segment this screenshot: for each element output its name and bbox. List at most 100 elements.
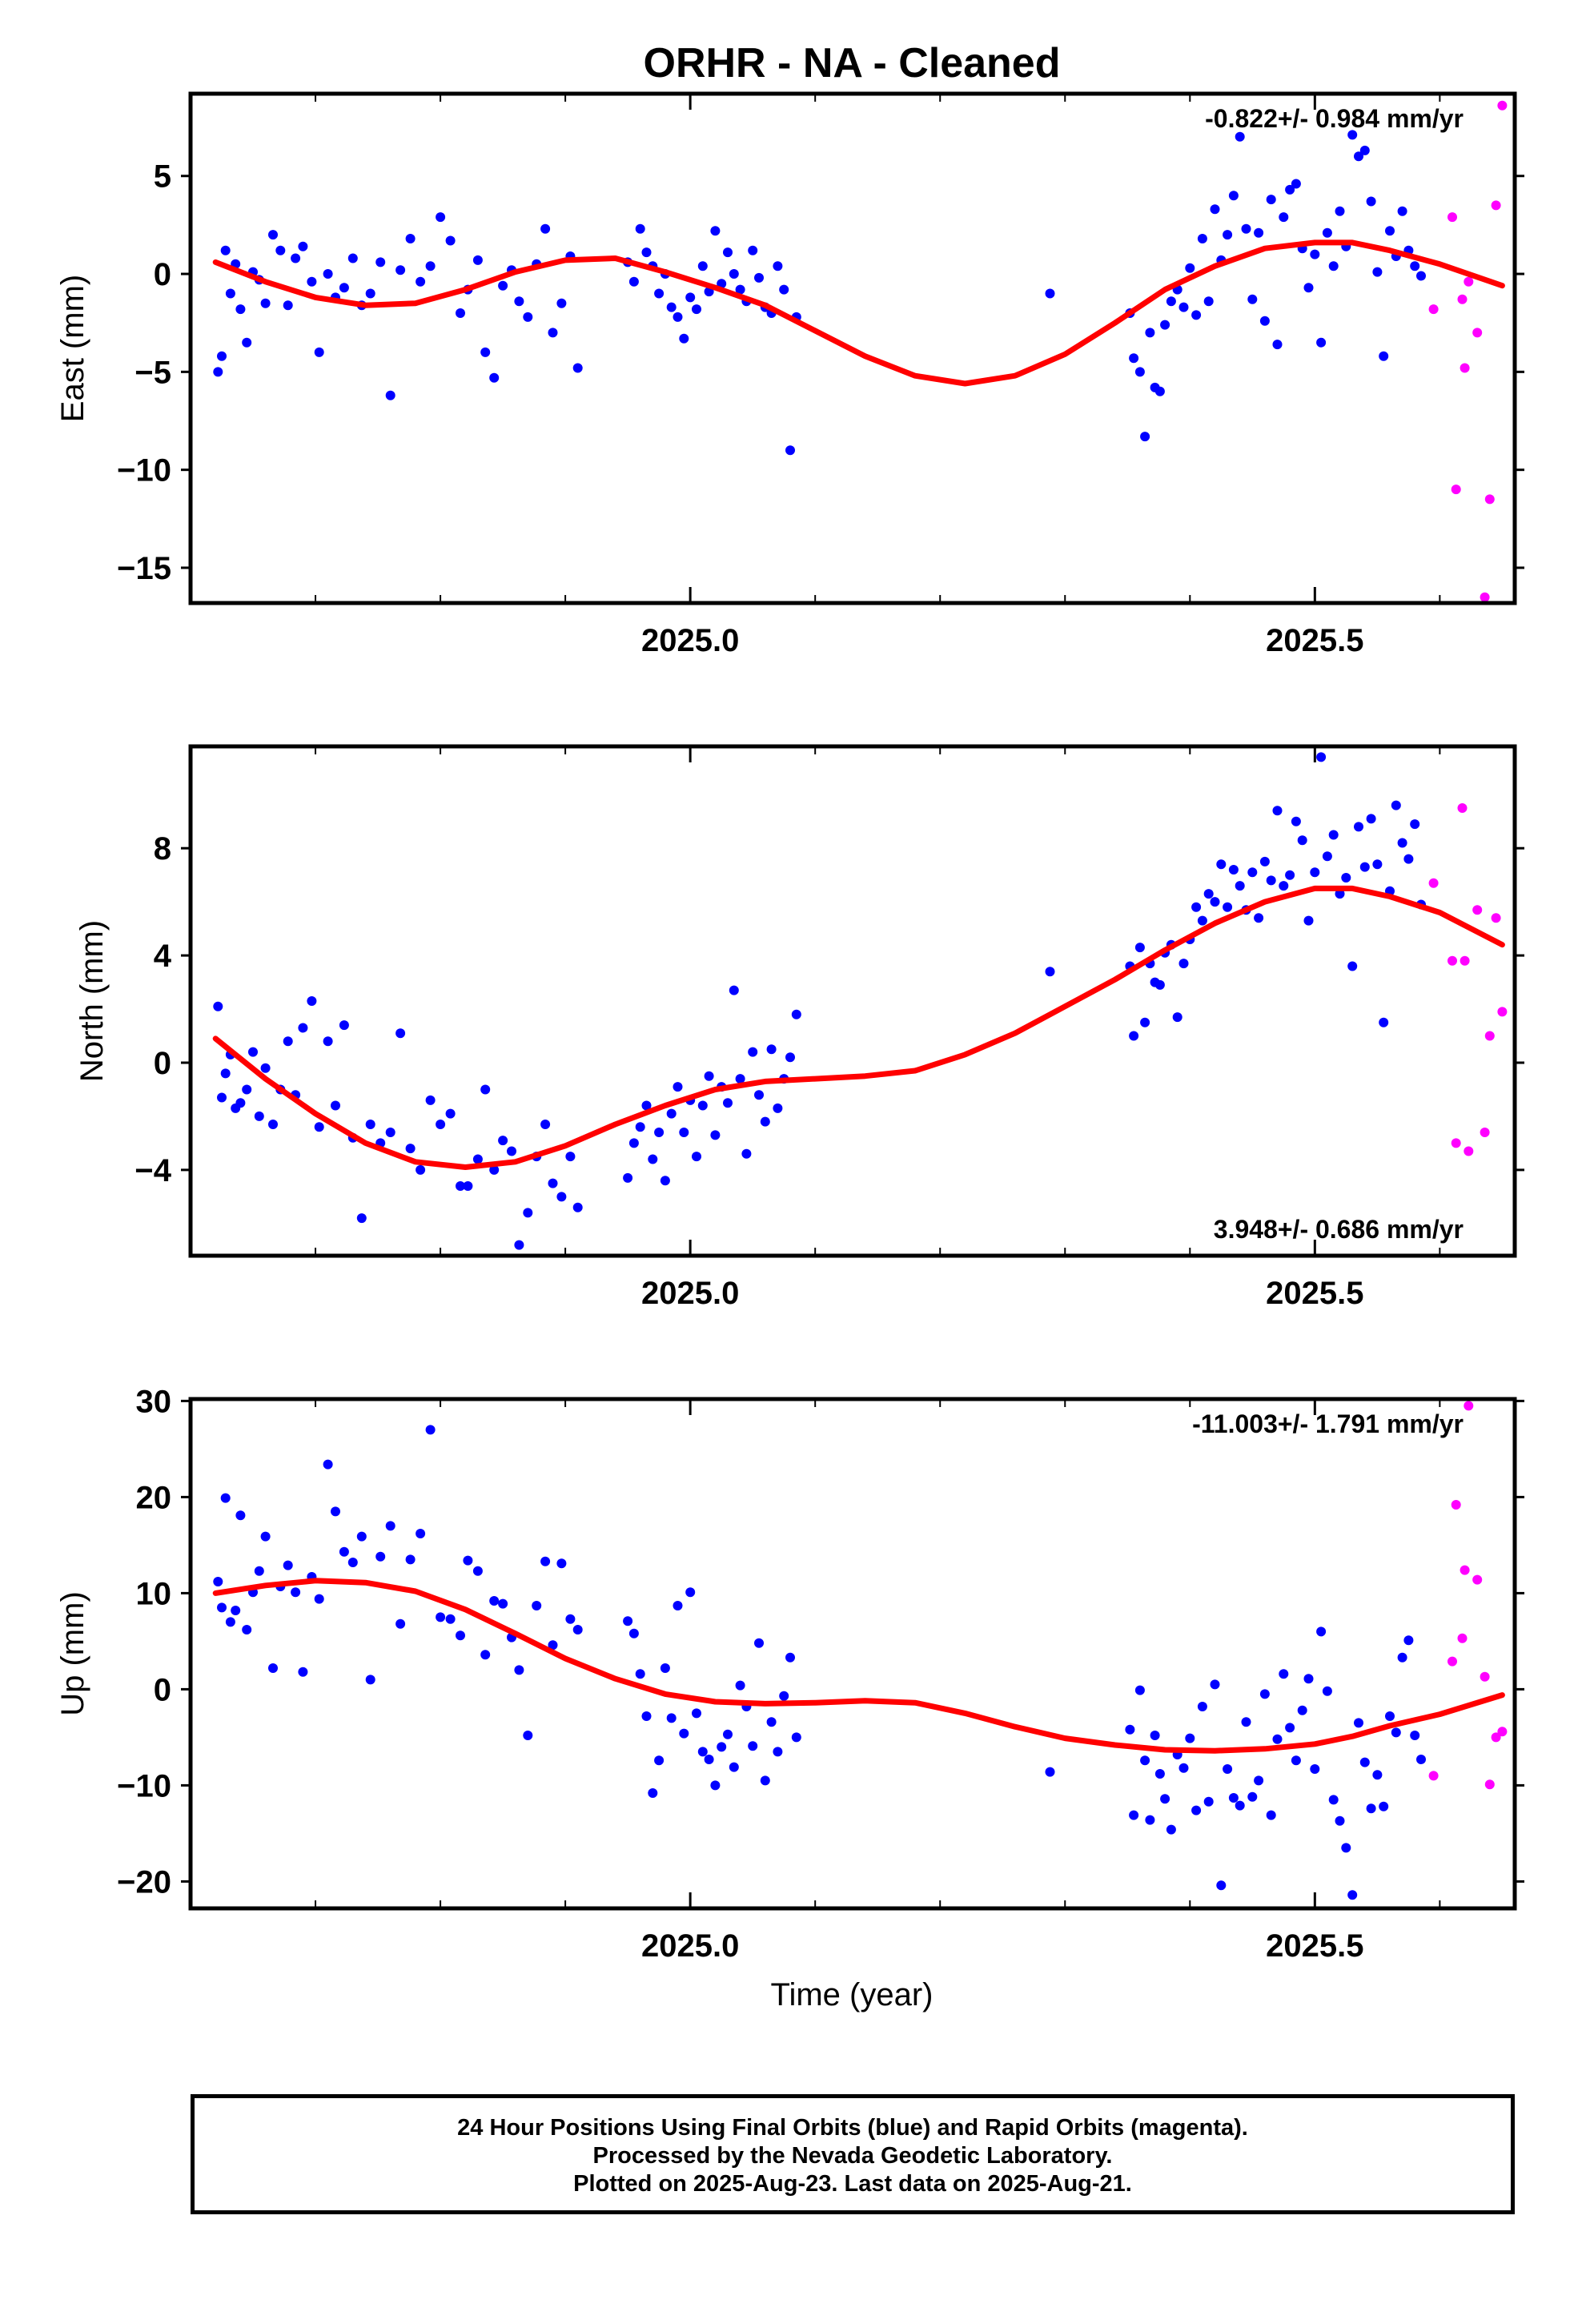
y-axis-label: East (mm) bbox=[55, 275, 90, 422]
final-orbit-point bbox=[548, 1640, 558, 1651]
final-orbit-point bbox=[225, 288, 235, 299]
final-orbit-point bbox=[365, 288, 375, 299]
final-orbit-point bbox=[1172, 1012, 1182, 1023]
final-orbit-point bbox=[1291, 1755, 1301, 1766]
final-orbit-point bbox=[275, 245, 286, 255]
final-orbit-point bbox=[1316, 752, 1327, 762]
final-orbit-point bbox=[283, 1560, 293, 1570]
final-orbit-point bbox=[1185, 1733, 1195, 1743]
final-orbit-point bbox=[1191, 902, 1202, 912]
velocity-label: -0.822+/- 0.984 mm/yr bbox=[1205, 104, 1464, 133]
final-orbit-point bbox=[498, 280, 508, 291]
final-orbit-point bbox=[396, 1028, 406, 1039]
final-orbit-point bbox=[480, 1084, 491, 1095]
final-orbit-point bbox=[785, 1652, 795, 1663]
final-orbit-point bbox=[754, 1090, 764, 1100]
final-orbit-point bbox=[1223, 230, 1233, 240]
final-orbit-point bbox=[735, 1074, 745, 1084]
final-orbit-point bbox=[1403, 1635, 1414, 1646]
final-orbit-point bbox=[260, 1063, 271, 1073]
y-tick-label: 0 bbox=[154, 1672, 171, 1707]
final-orbit-point bbox=[225, 1617, 235, 1627]
x-tick-label: 2025.0 bbox=[641, 1928, 739, 1964]
final-orbit-point bbox=[628, 1628, 639, 1638]
final-orbit-point bbox=[1045, 1767, 1055, 1777]
final-orbit-point bbox=[692, 1152, 701, 1162]
plot-frame bbox=[188, 744, 1517, 1258]
final-orbit-point bbox=[416, 1529, 426, 1538]
final-orbit-point bbox=[307, 996, 317, 1006]
final-orbit-point bbox=[748, 245, 758, 255]
final-orbit-point bbox=[1335, 206, 1345, 216]
final-orbit-point bbox=[1235, 131, 1245, 142]
final-orbit-point bbox=[1366, 196, 1376, 207]
final-orbit-point bbox=[628, 276, 639, 287]
rapid-orbit-point bbox=[1480, 1671, 1490, 1682]
final-orbit-point bbox=[723, 1729, 733, 1739]
rapid-orbit-point bbox=[1480, 592, 1490, 602]
rapid-orbit-point bbox=[1472, 328, 1483, 338]
final-orbit-point bbox=[356, 1531, 367, 1542]
panel-2: 2025.0 2025.5 8 4 0 −4 North (mm) 3.948+/- 0.68… bbox=[74, 744, 1524, 1311]
final-orbit-point bbox=[365, 1675, 375, 1685]
final-orbit-point bbox=[213, 1001, 223, 1011]
final-orbit-point bbox=[1322, 1686, 1332, 1696]
final-orbit-point bbox=[565, 1152, 576, 1162]
final-orbit-point bbox=[572, 363, 583, 373]
final-orbit-point bbox=[697, 261, 708, 271]
y-axis-label: Up (mm) bbox=[55, 1591, 90, 1716]
final-orbit-point bbox=[220, 245, 231, 255]
final-orbit-point bbox=[673, 1601, 683, 1610]
final-orbit-point bbox=[723, 1098, 733, 1108]
final-orbit-point bbox=[1154, 979, 1165, 990]
final-orbit-point bbox=[635, 1122, 645, 1132]
final-orbit-point bbox=[385, 1128, 396, 1137]
final-orbit-point bbox=[314, 1122, 324, 1132]
velocity-label: 3.948+/- 0.686 mm/yr bbox=[1214, 1215, 1464, 1244]
final-orbit-point bbox=[1140, 1017, 1150, 1027]
final-orbit-point bbox=[572, 1625, 583, 1634]
final-orbit-point bbox=[766, 1717, 777, 1727]
y-tick-label: 30 bbox=[136, 1384, 172, 1419]
final-orbit-point bbox=[1322, 227, 1332, 238]
rapid-orbit-point bbox=[1457, 803, 1468, 813]
final-orbit-point bbox=[654, 1128, 665, 1137]
final-orbit-point bbox=[779, 284, 789, 295]
rapid-orbit-point bbox=[1491, 200, 1501, 211]
final-orbit-point bbox=[556, 1192, 567, 1202]
y-tick-label: 10 bbox=[136, 1576, 172, 1611]
final-orbit-point bbox=[425, 1095, 436, 1105]
final-orbit-point bbox=[1279, 881, 1289, 891]
final-orbit-point bbox=[242, 337, 252, 348]
final-orbit-point bbox=[1347, 1890, 1358, 1900]
final-orbit-point bbox=[1254, 1775, 1264, 1786]
final-orbit-point bbox=[1379, 1017, 1389, 1027]
final-orbit-point bbox=[1316, 337, 1327, 348]
rapid-orbit-point bbox=[1428, 304, 1439, 315]
final-orbit-point bbox=[375, 1551, 386, 1562]
final-orbit-point bbox=[1154, 386, 1165, 396]
final-orbit-point bbox=[217, 351, 227, 361]
y-tick-label: 0 bbox=[154, 257, 171, 292]
final-orbit-point bbox=[623, 1616, 633, 1626]
model-curve bbox=[212, 885, 1505, 1170]
final-orbit-point bbox=[1216, 859, 1227, 870]
final-orbit-point bbox=[1197, 1702, 1207, 1711]
y-tick-label: −4 bbox=[135, 1153, 171, 1188]
final-orbit-point bbox=[231, 1606, 241, 1615]
final-orbit-point bbox=[1397, 1652, 1407, 1663]
x-tick-label: 2025.0 bbox=[641, 1276, 739, 1311]
final-orbit-point bbox=[1416, 271, 1426, 281]
final-orbit-point bbox=[1291, 179, 1301, 189]
rapid-orbit-point bbox=[1447, 1656, 1457, 1667]
rapid-orbit-point bbox=[1464, 1401, 1474, 1411]
final-orbit-point bbox=[1391, 800, 1401, 810]
final-orbit-point bbox=[1385, 1711, 1395, 1721]
final-orbit-point bbox=[489, 372, 500, 383]
y-tick-label: −10 bbox=[117, 1768, 171, 1803]
final-orbit-point bbox=[648, 1154, 658, 1164]
final-orbit-point bbox=[436, 1612, 446, 1622]
final-orbit-point bbox=[213, 367, 223, 377]
final-orbit-point bbox=[375, 257, 386, 267]
final-orbit-point bbox=[1297, 835, 1307, 846]
